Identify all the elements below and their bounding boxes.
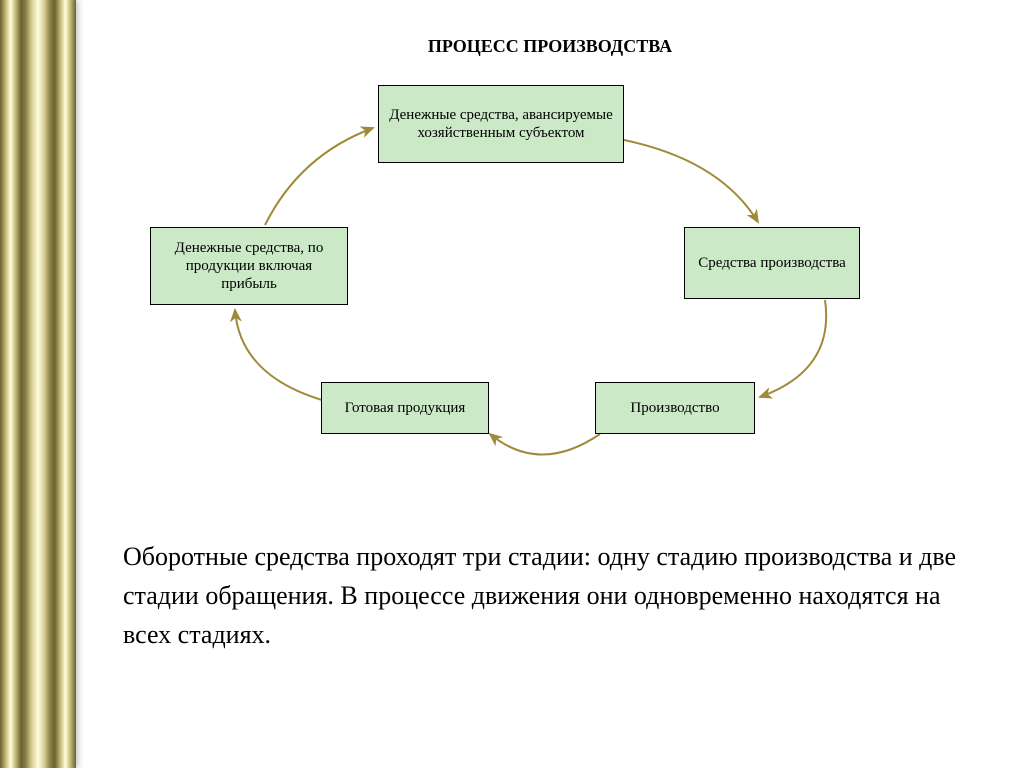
node-n3: Производство xyxy=(595,382,755,434)
slide-root: ПРОЦЕСС ПРОИЗВОДСТВА Денежные средства, … xyxy=(0,0,1024,768)
slide-title: ПРОЦЕСС ПРОИЗВОДСТВА xyxy=(76,36,1024,57)
explanatory-paragraph: Оборотные средства проходят три стадии: … xyxy=(123,537,964,654)
node-n4: Готовая продукция xyxy=(321,382,489,434)
edge-n1-n2 xyxy=(624,140,758,222)
node-n1: Денежные средства, авансируемые хозяйств… xyxy=(378,85,624,163)
edge-n2-n3 xyxy=(760,300,826,397)
edge-n4-n5 xyxy=(235,310,322,400)
paragraph-text: Оборотные средства проходят три стадии: … xyxy=(123,542,956,649)
edge-n5-n1 xyxy=(265,128,373,225)
gold-rail-decoration xyxy=(0,0,76,768)
node-n2: Средства производства xyxy=(684,227,860,299)
node-n5: Денежные средства, по продукции включая … xyxy=(150,227,348,305)
edge-n3-n4 xyxy=(490,434,600,455)
